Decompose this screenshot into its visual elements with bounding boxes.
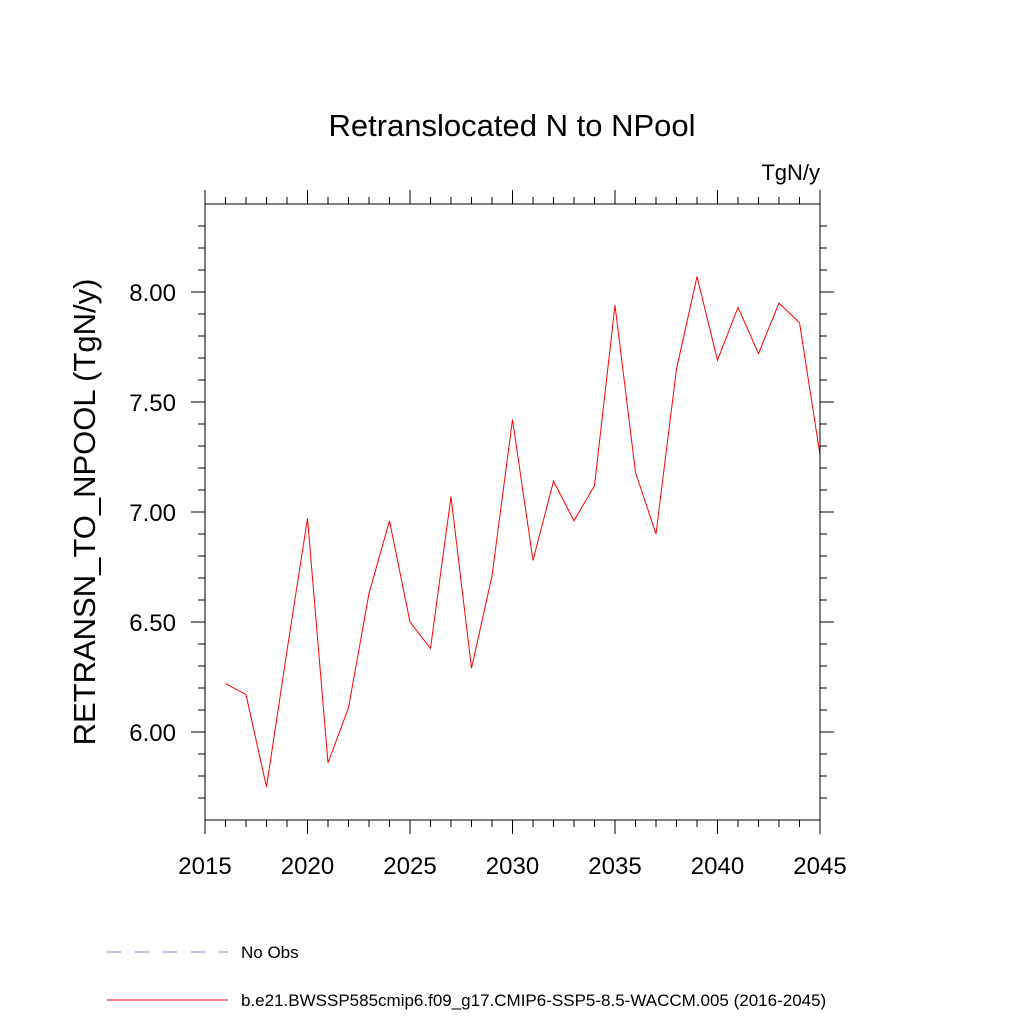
plot-frame [204,203,821,821]
chart-title: Retranslocated N to NPool [328,108,695,143]
legend-label: b.e21.BWSSP585cmip6.f09_g17.CMIP6-SSP5-8… [241,991,826,1010]
x-tick-label: 2035 [588,853,641,880]
legend: No Obs b.e21.BWSSP585cmip6.f09_g17.CMIP6-… [107,943,826,1010]
y-tick-label: 7.00 [129,500,176,527]
legend-label: No Obs [241,943,299,962]
y-tick-label: 7.50 [129,390,176,417]
x-tick-label: 2030 [486,853,539,880]
plot-area [225,276,821,788]
x-tick-label: 2025 [383,853,436,880]
tick-labels: 2015 2020 2025 2030 2035 2040 2045 6.00 6.50 7.00… [129,280,846,880]
y-tick-label: 8.00 [129,280,176,307]
y-tick-label: 6.50 [129,610,176,637]
units-label: TgN/y [761,160,820,185]
x-tick-label: 2015 [178,853,231,880]
axis-ticks [191,190,834,834]
x-tick-label: 2040 [691,853,744,880]
y-axis-label: RETRANSN_TO_NPOOL (TgN/y) [67,279,102,746]
x-tick-label: 2045 [793,853,846,880]
series-line [225,276,821,788]
x-tick-label: 2020 [281,853,334,880]
y-tick-label: 6.00 [129,720,176,747]
